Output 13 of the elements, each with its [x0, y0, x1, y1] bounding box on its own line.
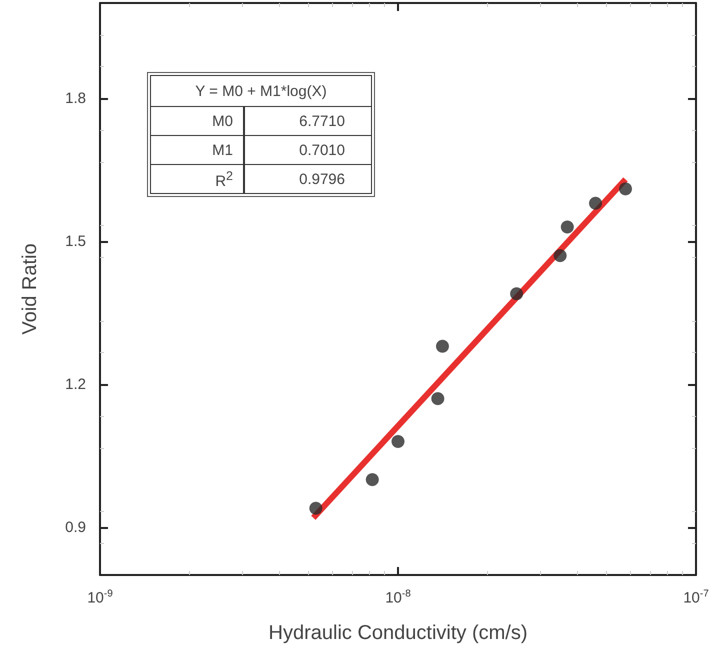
- annotation: R$^{2}$: [150, 164, 244, 194]
- annotation: M1: [150, 136, 244, 164]
- y-axis-title: Void Ratio: [19, 243, 41, 335]
- annotation: 6.7710: [244, 106, 372, 136]
- y-tick-label: 1.8: [65, 90, 86, 107]
- annotation: Y = M0 + M1*log(X): [150, 76, 372, 106]
- x-axis-title: Hydraulic Conductivity (cm/s): [268, 622, 528, 644]
- y-tick-label: 1.2: [65, 376, 86, 393]
- y-tick-label: 0.9: [65, 518, 86, 536]
- y-tick-label: 1.5: [65, 232, 86, 250]
- annotation: 0.7010: [244, 136, 372, 164]
- annotation: M0: [150, 106, 244, 136]
- annotation: 0.9796: [244, 164, 372, 194]
